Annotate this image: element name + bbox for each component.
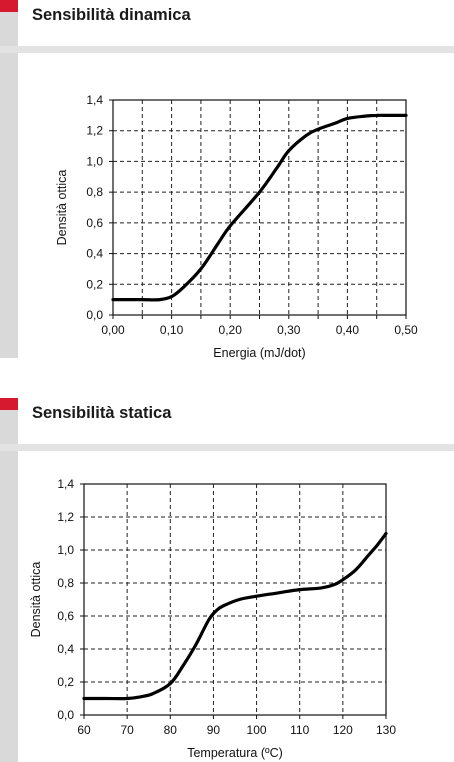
section-divider [0, 444, 454, 451]
x-tick-label: 0,00 [101, 323, 125, 337]
section-header-bar [0, 410, 18, 444]
y-tick-label: 0,6 [86, 216, 103, 230]
x-tick-label: 0,10 [160, 323, 184, 337]
static-sensitivity-chart: 60 70 80 90 100 110 120 130 0,0 0,2 0,4 0,6 0,8 1,0 1,… [29, 477, 396, 760]
x-tick-label: 0,30 [277, 323, 301, 337]
x-tick-label: 100 [247, 723, 267, 737]
y-tick-label: 0,2 [57, 675, 74, 689]
dynamic-sensitivity-chart: 0,00 0,10 0,20 0,30 0,40 0,50 0,0 0,2 0,4 0,6 0,8 1… [55, 93, 418, 360]
section-side-bar [0, 53, 18, 358]
y-tick-label: 0,6 [57, 609, 74, 623]
x-tick-label: 110 [290, 723, 309, 737]
y-tick-label: 0,0 [86, 308, 103, 322]
y-tick-label: 1,4 [57, 477, 74, 491]
y-tick-label: 0,4 [57, 642, 74, 656]
y-axis-label: Densità ottica [55, 170, 69, 246]
y-tick-label: 0,0 [57, 708, 74, 722]
y-tick-label: 0,8 [86, 185, 103, 199]
x-axis-label: Temperatura (ºC) [187, 746, 283, 760]
x-tick-label: 70 [120, 723, 134, 737]
section-header-bar [0, 12, 18, 46]
y-tick-label: 1,2 [86, 124, 103, 138]
x-tick-label: 0,20 [219, 323, 243, 337]
x-axis-label: Energia (mJ/dot) [213, 346, 305, 360]
plot-frame [83, 483, 387, 716]
section-dynamic-sensitivity: Sensibilità dinamica 0,00 0,10 0,20 0,30 0,4… [0, 0, 454, 360]
y-axis-label: Densità ottica [29, 562, 43, 638]
section-title: Sensibilità statica [32, 404, 172, 422]
x-tick-label: 80 [164, 723, 178, 737]
y-tick-label: 0,4 [86, 247, 103, 261]
y-tick-label: 1,0 [57, 543, 74, 557]
y-tick-label: 1,0 [86, 154, 103, 168]
y-tick-label: 0,8 [57, 576, 74, 590]
x-tick-label: 0,40 [336, 323, 360, 337]
x-tick-label: 60 [77, 723, 91, 737]
y-tick-label: 1,4 [86, 93, 103, 107]
y-tick-label: 0,2 [86, 277, 103, 291]
x-tick-label: 0,50 [394, 323, 418, 337]
section-title: Sensibilità dinamica [32, 6, 191, 24]
x-tick-label: 120 [333, 723, 353, 737]
section-accent-marker [0, 398, 18, 410]
section-divider [0, 46, 454, 53]
x-tick-label: 90 [207, 723, 221, 737]
y-tick-label: 1,2 [57, 510, 74, 524]
section-static-sensitivity: Sensibilità statica 60 70 80 90 100 110 120 130… [0, 398, 454, 762]
section-side-bar [0, 451, 18, 762]
x-tick-label: 130 [376, 723, 396, 737]
section-accent-marker [0, 0, 18, 12]
data-series-line [111, 113, 408, 302]
data-series-line [82, 531, 388, 701]
